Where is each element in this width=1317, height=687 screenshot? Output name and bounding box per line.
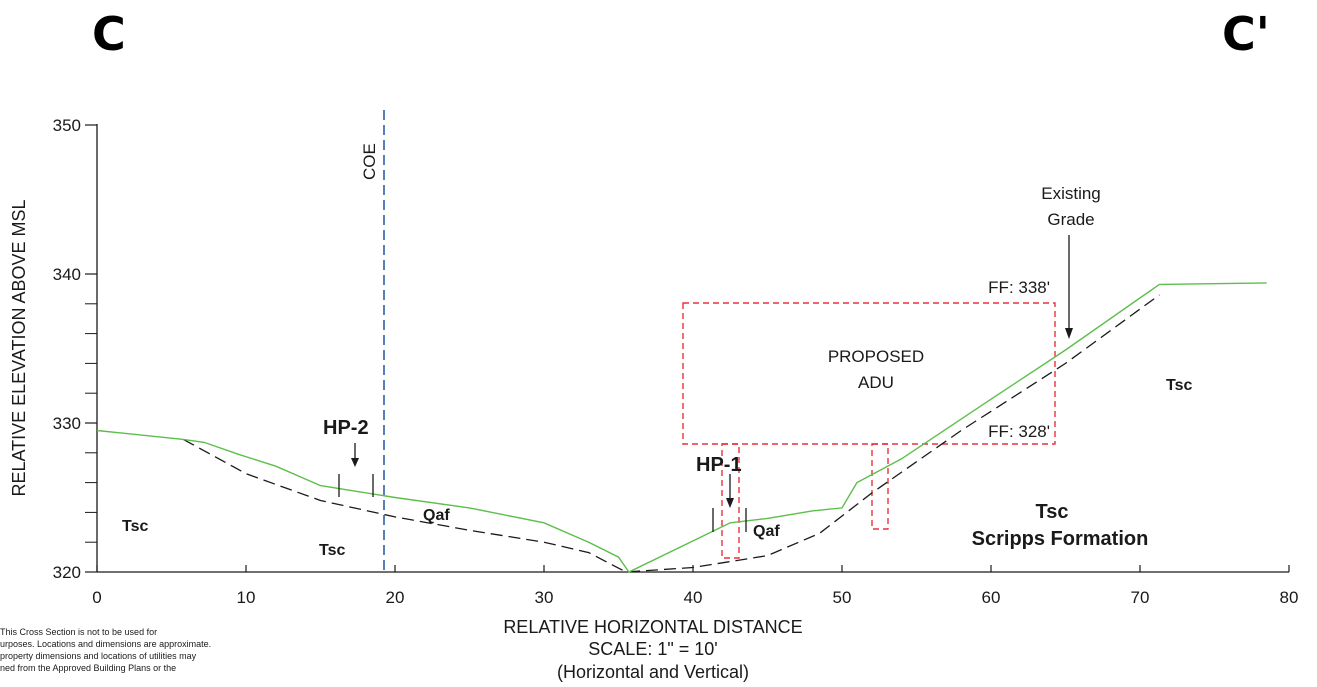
x-tick-label: 40 [684,588,703,607]
ff-bottom-label: FF: 328' [988,422,1050,441]
coe-label: COE [360,143,379,180]
x-ticks: 0 10 20 30 40 50 60 70 80 [92,565,1298,607]
y-tick-label: 320 [53,563,81,582]
x-tick-label: 70 [1131,588,1150,607]
existing-grade-line [96,282,1267,573]
section-end-label: C' [1222,7,1270,61]
hp2-arrow-head [351,458,359,467]
x-tick-label: 20 [386,588,405,607]
existing-grade-label-2: Grade [1047,210,1094,229]
y-tick-label: 330 [53,414,81,433]
unit-tsc-left: Tsc [122,518,148,535]
y-tick-label: 340 [53,265,81,284]
unit-qaf-left: Qaf [423,507,450,524]
x-tick-label: 10 [237,588,256,607]
existing-grade-label-1: Existing [1041,184,1101,203]
x-tick-label: 80 [1280,588,1299,607]
unit-scripps-formation: Scripps Formation [972,528,1149,550]
section-start-label: C [92,7,126,61]
y-minor-ticks [85,303,97,543]
unit-qaf-right: Qaf [753,523,780,540]
disclaimer-line-1: This Cross Section is not to be used for [0,627,157,637]
y-ticks: 320 330 340 350 [53,116,97,582]
x-tick-label: 60 [982,588,1001,607]
fill-contact-line [183,294,1160,573]
footing-left [721,443,740,559]
x-axis-title: RELATIVE HORIZONTAL DISTANCE [503,617,802,637]
x-tick-label: 0 [92,588,101,607]
unit-tsc-right-upper: Tsc [1166,377,1192,394]
hp1-label: HP-1 [696,454,742,476]
disclaimer-line-4: ned from the Approved Building Plans or … [0,663,176,673]
scale-note: (Horizontal and Vertical) [557,662,749,682]
y-axis-title: RELATIVE ELEVATION ABOVE MSL [9,199,29,496]
unit-tsc-right-lower: Tsc [1036,501,1069,523]
x-tick-label: 30 [535,588,554,607]
disclaimer-line-3: property dimensions and locations of uti… [0,651,197,661]
x-tick-label: 50 [833,588,852,607]
proposed-adu-outline [682,302,1056,445]
scale-text: SCALE: 1" = 10' [588,639,717,659]
disclaimer-line-2: urposes. Locations and dimensions are ap… [0,639,211,649]
y-tick-label: 350 [53,116,81,135]
ff-top-label: FF: 338' [988,278,1050,297]
hp1-arrow-head [726,498,734,508]
unit-tsc-bottom: Tsc [319,542,345,559]
hp2-label: HP-2 [323,417,369,439]
proposed-adu-label-2: ADU [858,373,894,392]
existing-grade-arrow-head [1065,328,1073,339]
axes: 0 10 20 30 40 50 60 70 80 320 330 340 350 [53,116,1299,607]
proposed-adu-label-1: PROPOSED [828,347,924,366]
